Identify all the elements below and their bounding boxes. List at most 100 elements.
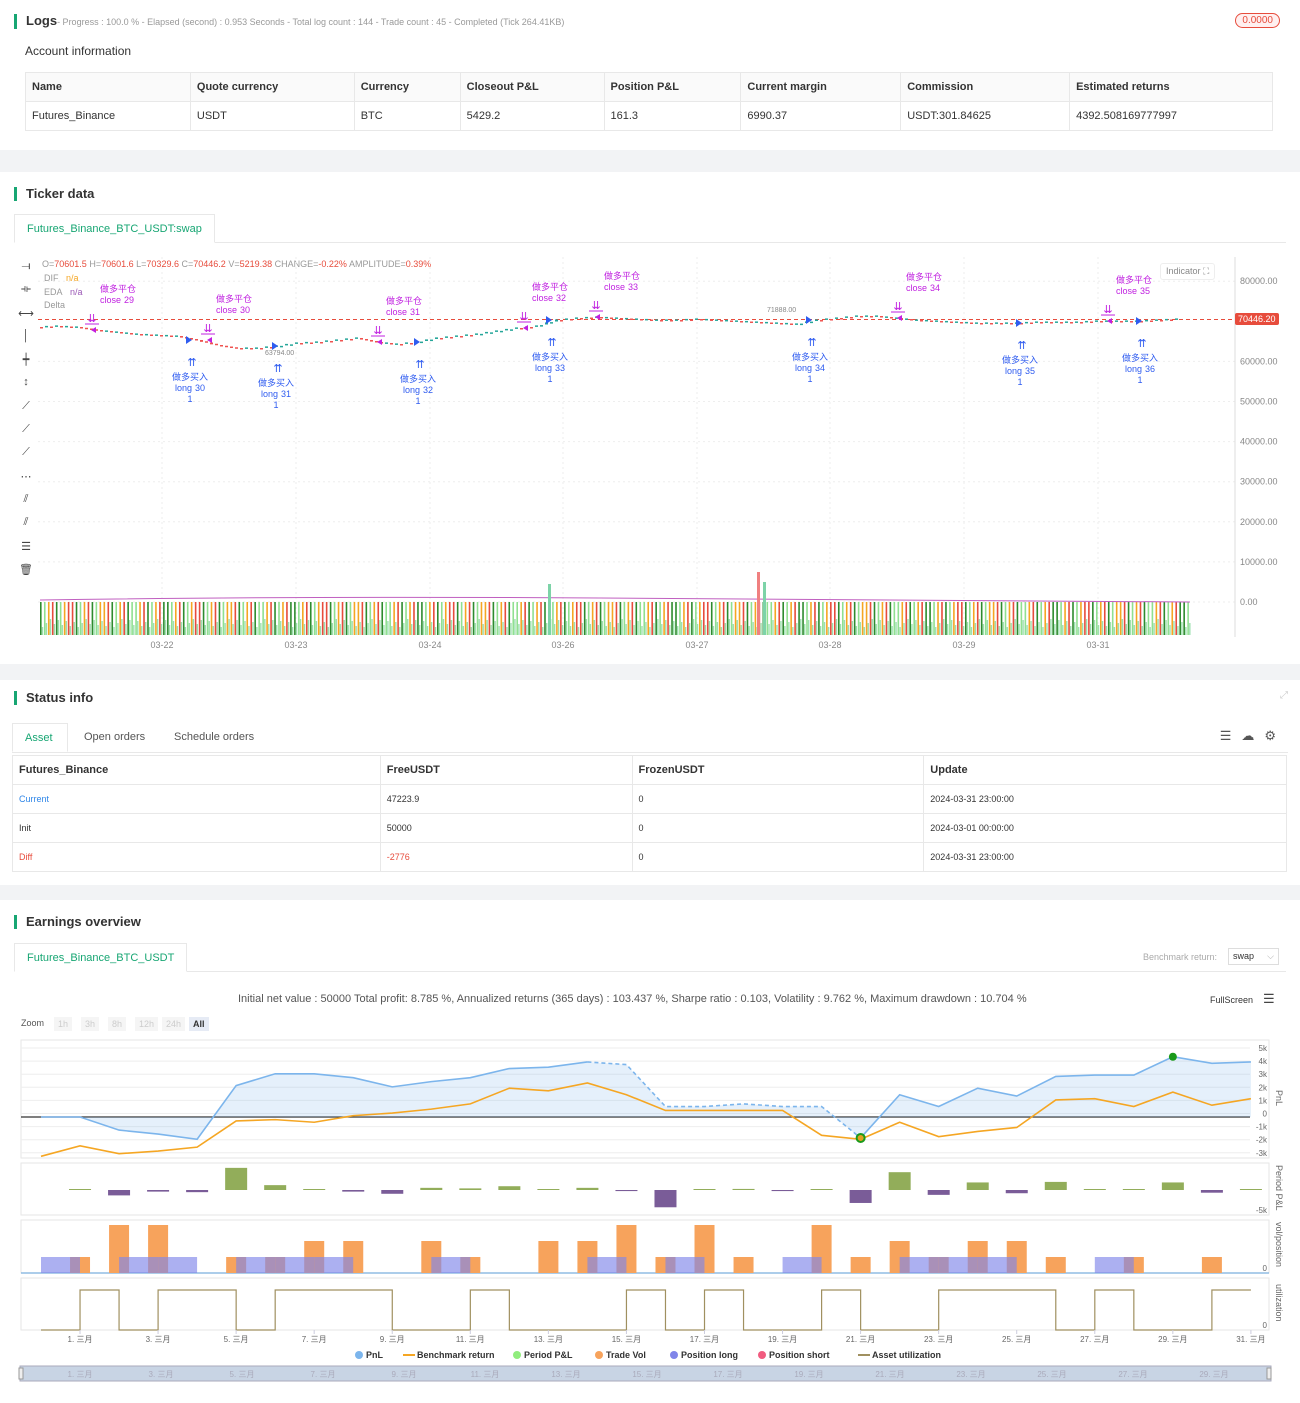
position-long-bar (158, 1257, 198, 1273)
navigator-handle-right[interactable] (1266, 1367, 1272, 1380)
segment-line-tool-icon[interactable]: ⟋ (22, 446, 30, 459)
x-tick-label: 03-29 (952, 640, 975, 650)
candlestick-chart[interactable]: 80000.00 60000.00 50000.00 40000.00 30000.00… (0, 172, 1300, 664)
volume-bar (1121, 619, 1124, 635)
zoom-button-8h[interactable]: 8h (108, 1017, 127, 1031)
legend-item[interactable]: Position short (769, 1350, 830, 1360)
zoom-button-All[interactable]: All (189, 1017, 209, 1031)
histogram-bar (663, 602, 665, 635)
candle (410, 342, 413, 345)
histogram-bar (298, 602, 300, 635)
candle (195, 338, 198, 341)
fullscreen-button[interactable]: FullScreen (1210, 995, 1254, 1005)
parallel-lines-tool-icon[interactable]: ⫽ (23, 516, 29, 529)
legend-item[interactable]: Asset utilization (872, 1350, 941, 1360)
tab-earnings-symbol[interactable]: Futures_Binance_BTC_USDT (14, 943, 188, 972)
legend-item[interactable]: Benchmark return (417, 1350, 495, 1360)
expand-icon[interactable]: ⤢ (1280, 690, 1288, 701)
price-range-tool-icon[interactable]: ⟷ (18, 307, 34, 320)
histogram-bar (401, 602, 403, 635)
trade-vol-bar (850, 1257, 871, 1273)
candle (345, 338, 348, 340)
candle (170, 335, 173, 338)
zoom-button-1h[interactable]: 1h (54, 1017, 73, 1031)
zoom-button-24h[interactable]: 24h (162, 1017, 186, 1031)
tab-open-orders[interactable]: Open orders (84, 731, 146, 743)
expand-icon[interactable]: ⛶ (1203, 266, 1210, 276)
volume-bar (363, 627, 365, 635)
legend-dot-icon (670, 1351, 678, 1359)
position-long-bar (899, 1257, 939, 1273)
histogram-bar (679, 602, 681, 635)
benchmark-select[interactable]: swap ⌵ (1228, 948, 1279, 965)
close-signal-tag: close 32 (532, 293, 566, 303)
parallel-channel-tool-icon[interactable]: ⫽ (23, 492, 29, 505)
volume-bar (760, 623, 762, 635)
legend-item[interactable]: Trade Vol (606, 1350, 646, 1360)
tab-asset[interactable]: Asset (12, 723, 68, 752)
period-pnl-bar (186, 1190, 209, 1193)
list-icon[interactable]: ☰ (1219, 728, 1242, 743)
legend-item[interactable]: PnL (366, 1350, 384, 1360)
horizontal-line-tool-icon[interactable]: ⟞ (21, 260, 31, 272)
candle (860, 316, 863, 318)
histogram-bar (325, 602, 328, 635)
histogram-bar (246, 602, 249, 635)
volume-bar (276, 625, 278, 635)
y-tick-label: 10000.00 (1240, 557, 1278, 567)
menu-icon[interactable]: ☰ (1263, 991, 1275, 1006)
legend-item[interactable]: Period P&L (524, 1350, 573, 1360)
indicator-eda: EDA n/a (44, 286, 83, 300)
last-price-tag: 70446.20 (1235, 313, 1279, 325)
volume-bar (303, 624, 306, 635)
volume-bar (180, 622, 183, 635)
table-row: Diff -2776 0 2024-03-31 23:00:00 (12, 842, 1287, 872)
tab-schedule-orders[interactable]: Schedule orders (174, 731, 255, 743)
delete-tool-icon[interactable]: 🗑 (19, 563, 33, 576)
legend-item[interactable]: Position long (681, 1350, 738, 1360)
axis-tick-label: 0 (1263, 1264, 1268, 1273)
vertical-range-tool-icon[interactable]: ↕ (23, 376, 29, 389)
x-tick-label: 21. 三月 (846, 1335, 875, 1344)
vertical-line-tool-icon[interactable]: │ (22, 329, 30, 342)
volume-bar (1105, 626, 1108, 635)
indicator-button[interactable]: Indicator ⛶ (1160, 263, 1216, 280)
cloud-icon[interactable]: ☁ (1241, 728, 1265, 743)
tab-ticker-symbol[interactable]: Futures_Binance_BTC_USDT:swap (14, 214, 215, 243)
horizontal-lines-tool-icon[interactable]: ☰ (21, 540, 31, 553)
histogram-bar (484, 602, 487, 635)
period-pnl-bar (654, 1190, 677, 1208)
candle (990, 322, 993, 325)
trend-line-tool-icon[interactable]: ⟋ (22, 399, 30, 412)
vertical-segment-tool-icon[interactable]: ┿ (22, 354, 30, 367)
candle (45, 325, 48, 328)
volume-bar (77, 627, 79, 635)
gear-icon[interactable]: ⚙ (1264, 728, 1286, 743)
zoom-button-3h[interactable]: 3h (81, 1017, 100, 1031)
navigator-handle-left[interactable] (18, 1367, 24, 1380)
histogram-bar (714, 602, 717, 635)
column-header: Position P&L (603, 72, 742, 102)
histogram-bar (877, 602, 880, 635)
histogram-bar (1012, 602, 1015, 635)
volume-bar (740, 625, 742, 635)
volume-bar (942, 619, 945, 635)
ray-line-tool-icon[interactable]: ⟋ (22, 423, 30, 436)
close-signal-number: 33 (628, 282, 638, 292)
histogram-bar (528, 602, 530, 635)
volume-bar (156, 619, 159, 635)
volume-bar (545, 623, 548, 635)
x-tick-label: 03-27 (685, 640, 708, 650)
histogram-bar (1155, 602, 1158, 635)
histogram-bar (941, 602, 943, 635)
fib-levels-tool-icon[interactable]: ⋯ (20, 470, 32, 483)
zoom-button-12h[interactable]: 12h (135, 1017, 159, 1031)
volume-bar (962, 626, 965, 635)
candle (960, 322, 963, 324)
candle (690, 319, 693, 322)
horizontal-ray-tool-icon[interactable]: ⟛ (21, 283, 31, 296)
period-pnl-bar (303, 1189, 326, 1190)
long-arrow-icon: ⇈ (415, 359, 424, 371)
x-tick-label: 9. 三月 (380, 1335, 405, 1344)
